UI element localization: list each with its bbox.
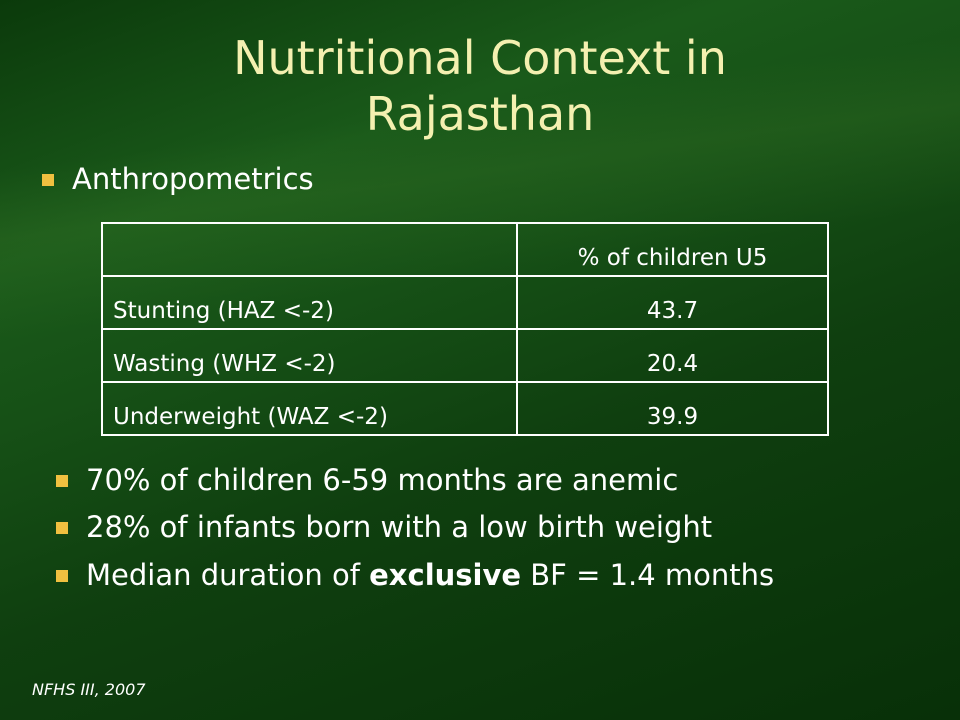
header-row: % of children U5 — [101, 222, 829, 277]
section-bullet: Anthropometrics — [42, 162, 314, 196]
bullet: Median duration of exclusive BF = 1.4 mo… — [56, 558, 806, 592]
column-header: % of children U5 — [516, 222, 829, 277]
empty-cell — [101, 222, 518, 277]
source: NFHS III, 2007 — [32, 680, 146, 699]
bullet-text: Median duration of — [86, 558, 360, 592]
bullet-text: BF = 1.4 months — [530, 558, 775, 592]
cell-value: 39.9 — [516, 381, 829, 436]
bullet: 70% of children 6-59 months are anemic — [55, 463, 679, 497]
bullet: 28% of infants born with a low birth wei… — [55, 510, 713, 544]
row-label: Stunting (HAZ <-2) — [101, 275, 518, 330]
bullet-bold: exclusive — [369, 558, 522, 592]
data-table: % of children U5 Stunting (HAZ <-2) 43.7 … — [101, 222, 829, 436]
row: Stunting (HAZ <-2) 43.7 — [101, 275, 829, 330]
row-label: Wasting (WHZ <-2) — [101, 328, 518, 383]
row-label: Underweight (WAZ <-2) — [101, 381, 518, 436]
cell-value: 43.7 — [516, 275, 829, 330]
title: Nutritional Context in Rajasthan — [233, 31, 727, 141]
row: Wasting (WHZ <-2) 20.4 — [101, 328, 829, 383]
row: Underweight (WAZ <-2) 39.9 — [101, 381, 829, 436]
cell-value: 20.4 — [516, 328, 829, 383]
